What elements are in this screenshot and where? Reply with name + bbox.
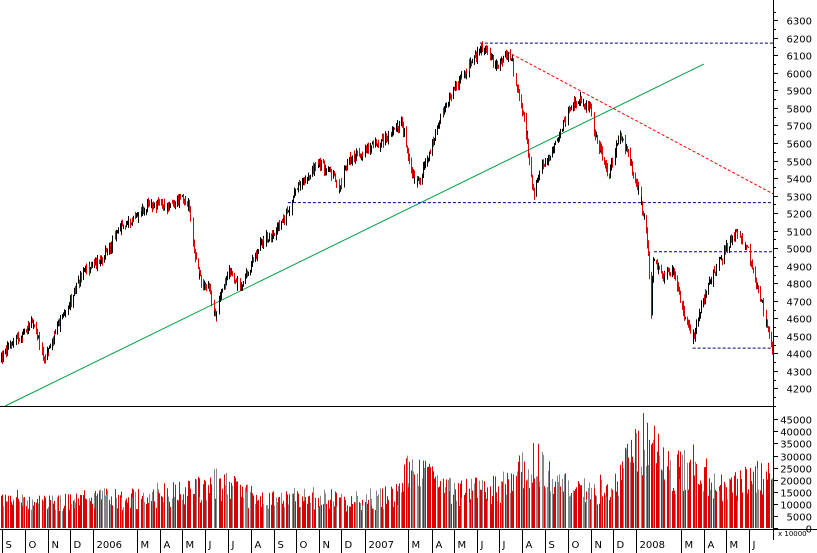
volume-y-tick-label: 25000 (780, 465, 812, 476)
y-tick-label: 4900 (787, 263, 812, 274)
y-tick-label: 5600 (787, 140, 812, 151)
y-tick-label: 5400 (787, 175, 812, 186)
x-tick-label: J (231, 540, 235, 551)
y-tick-label: 4500 (787, 333, 812, 344)
x-tick-label: D (617, 540, 625, 551)
x-tick-label: S (278, 540, 284, 551)
x-tick-label: S (549, 540, 555, 551)
x-tick-label: M (685, 540, 694, 551)
x-tick-label: D (345, 540, 353, 551)
x-tick-label: A (708, 540, 715, 551)
x-tick-label: M (458, 540, 467, 551)
y-tick-label: 4400 (787, 350, 812, 361)
y-tick-label: 5100 (787, 228, 812, 239)
y-tick-label: 6100 (787, 52, 812, 63)
x-tick-label: A (526, 540, 533, 551)
x-axis: S O N D 2006 M A M J J A S O N D 2007 M A M J J A S O N D 2008 M A M J (2, 529, 756, 553)
x-tick-label: 2008 (640, 540, 665, 551)
x-tick-label: M (730, 540, 739, 551)
x-tick-label: A (164, 540, 171, 551)
price-panel (1, 41, 774, 407)
x-tick-label: N (52, 540, 59, 551)
volume-panel (1, 413, 774, 528)
x-tick-label: 2007 (369, 540, 394, 551)
x-tick-label: O (300, 540, 308, 551)
y-tick-label: 5300 (787, 193, 812, 204)
y-tick-label: 4700 (787, 298, 812, 309)
x-tick-label: D (74, 540, 82, 551)
volume-y-tick-label: 40000 (780, 428, 812, 439)
x-tick-label: O (572, 540, 580, 551)
volume-y-tick-label: 0 (806, 525, 812, 536)
trendline (4, 63, 705, 407)
volume-y-tick-label: 15000 (780, 489, 812, 500)
y-tick-label: 4200 (787, 385, 812, 396)
trendline (507, 51, 774, 195)
x-tick-label: N (323, 540, 330, 551)
volume-y-tick-label: 20000 (780, 477, 812, 488)
x-tick-label: S (6, 540, 12, 551)
volume-y-tick-label: 10000 (780, 501, 812, 512)
y-tick-label: 6000 (787, 70, 812, 81)
x-tick-label: 2006 (97, 540, 122, 551)
x-tick-label: M (186, 540, 195, 551)
x-tick-label: O (29, 540, 37, 551)
y-tick-label: 5900 (787, 87, 812, 98)
y-tick-label: 6300 (787, 17, 812, 28)
volume-y-tick-label: 45000 (780, 416, 812, 427)
x-tick-label: J (480, 540, 484, 551)
y-tick-label: 5000 (787, 245, 812, 256)
x-tick-label: J (208, 540, 212, 551)
x-tick-label: J (752, 540, 756, 551)
y-tick-label: 5500 (787, 158, 812, 169)
volume-y-tick-label: 30000 (780, 453, 812, 464)
x-tick-label: A (255, 540, 262, 551)
x-tick-label: A (436, 540, 443, 551)
chart-frame: 4200 4300 4400 4500 4600 4700 4800 4900 5000 5100… (0, 0, 817, 540)
x-tick-label: M (412, 540, 421, 551)
y-tick-label: 5800 (787, 105, 812, 116)
x-tick-label: J (502, 540, 506, 551)
volume-y-tick-label: 35000 (780, 440, 812, 451)
volume-scale-label: x 10000 (778, 530, 807, 538)
x-tick-label: N (595, 540, 602, 551)
y-tick-label: 4800 (787, 280, 812, 291)
y-tick-label: 5700 (787, 122, 812, 133)
y-tick-label: 4600 (787, 315, 812, 326)
y-tick-label: 6200 (787, 35, 812, 46)
volume-y-tick-label: 5000 (787, 513, 812, 524)
y-tick-label: 4300 (787, 368, 812, 379)
y-tick-label: 5200 (787, 210, 812, 221)
x-tick-label: M (141, 540, 150, 551)
